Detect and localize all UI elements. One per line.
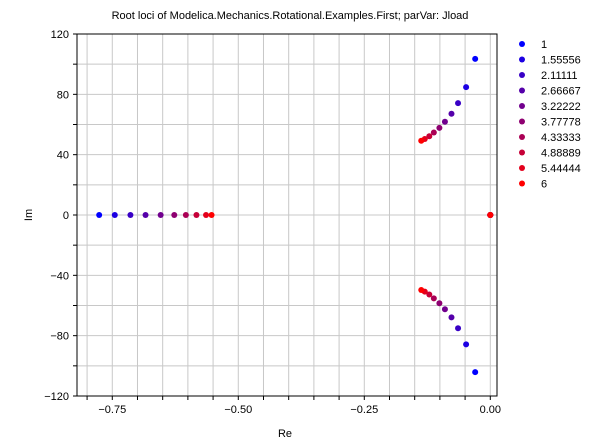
legend-marker	[519, 87, 525, 94]
data-point	[472, 369, 479, 376]
x-tick-label: −0.25	[350, 404, 378, 416]
data-point	[463, 84, 470, 91]
y-tick-label: 120	[51, 29, 69, 41]
data-point	[436, 300, 443, 307]
data-point	[127, 212, 134, 218]
grid-lines	[77, 33, 497, 397]
data-point	[441, 306, 448, 313]
data-point	[430, 295, 437, 302]
data-point	[487, 212, 494, 218]
legend-entry: 2.66667	[541, 86, 581, 98]
legend-marker	[519, 56, 525, 63]
x-axis-ticks: −0.75 −0.50 −0.25 0.00	[86, 396, 501, 416]
data-point	[171, 212, 178, 218]
y-tick-label: −120	[44, 391, 69, 403]
data-point	[463, 341, 470, 348]
data-point	[182, 212, 189, 218]
data-point	[96, 212, 103, 218]
legend-entry: 6	[541, 179, 547, 191]
legend-marker	[519, 118, 525, 125]
data-point	[203, 212, 210, 218]
data-point	[111, 212, 118, 218]
y-tick-label: 40	[57, 150, 69, 162]
legend-marker	[519, 103, 525, 109]
legend-marker	[519, 41, 525, 47]
y-axis-label: Im	[23, 209, 35, 221]
data-point	[418, 137, 425, 144]
data-point	[436, 124, 443, 131]
x-tick-label: 0.00	[480, 404, 501, 416]
legend-entry: 3.77778	[541, 117, 581, 129]
data-point	[472, 55, 479, 62]
data-point	[426, 133, 433, 140]
y-tick-label: 80	[57, 89, 69, 101]
data-points	[96, 55, 494, 376]
data-point	[455, 100, 462, 107]
chart-title: Root loci of Modelica.Mechanics.Rotation…	[112, 10, 469, 22]
data-point	[157, 212, 164, 218]
data-point	[418, 286, 425, 293]
data-point	[455, 325, 462, 332]
y-tick-label: −80	[50, 331, 69, 343]
data-point	[448, 314, 455, 321]
legend-entry: 4.88889	[541, 148, 581, 160]
legend-marker	[519, 134, 525, 140]
legend: 1 1.55556 2.11111 2.66667 3.22222 3.77778 4.33…	[519, 39, 581, 191]
data-point	[448, 110, 455, 117]
legend-marker	[519, 72, 525, 78]
data-point	[208, 212, 215, 218]
data-point	[441, 118, 448, 125]
legend-marker	[519, 165, 525, 171]
legend-entry: 1	[541, 39, 547, 51]
y-tick-label: 0	[63, 210, 69, 222]
data-point	[426, 291, 433, 298]
legend-entry: 4.33333	[541, 132, 581, 144]
x-axis-label: Re	[278, 428, 292, 440]
legend-marker	[519, 149, 525, 156]
legend-entry: 5.44444	[541, 163, 581, 175]
y-axis-ticks: −120 −80 −40 0 40 80 120	[44, 29, 77, 403]
data-point	[193, 212, 200, 218]
legend-entry: 1.55556	[541, 55, 581, 67]
y-tick-label: −40	[50, 270, 69, 282]
data-point	[142, 212, 149, 218]
x-tick-label: −0.50	[224, 404, 252, 416]
legend-entry: 2.11111	[541, 70, 578, 82]
x-tick-label: −0.75	[98, 404, 126, 416]
legend-entry: 3.22222	[541, 101, 581, 113]
data-point	[430, 129, 437, 136]
legend-marker	[519, 180, 525, 187]
